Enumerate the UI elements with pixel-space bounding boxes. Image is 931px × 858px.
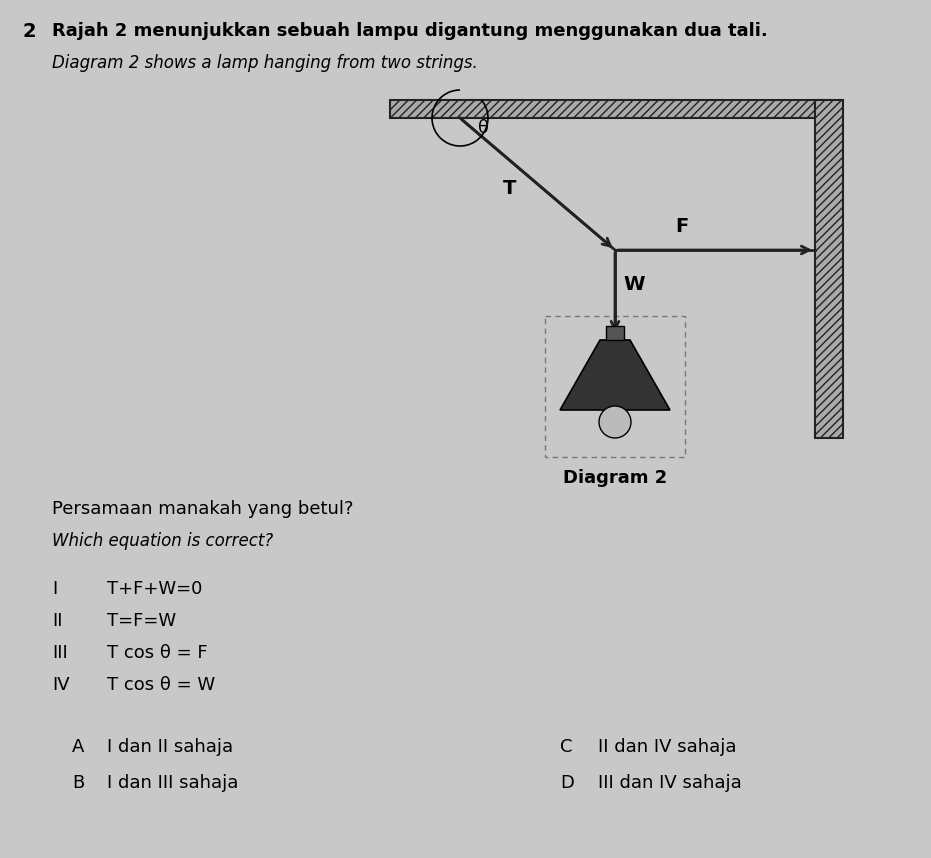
Text: Diagram 2: Diagram 2 xyxy=(563,469,668,487)
Bar xyxy=(606,326,624,340)
Text: B: B xyxy=(72,774,84,792)
Text: II: II xyxy=(52,612,62,630)
Text: A: A xyxy=(72,738,85,756)
Text: T+F+W=0: T+F+W=0 xyxy=(107,580,202,598)
Text: I dan II sahaja: I dan II sahaja xyxy=(107,738,233,756)
Polygon shape xyxy=(560,340,670,410)
Text: Persamaan manakah yang betul?: Persamaan manakah yang betul? xyxy=(52,500,354,518)
Text: T cos θ = W: T cos θ = W xyxy=(107,676,215,694)
Text: Which equation is correct?: Which equation is correct? xyxy=(52,532,274,550)
Text: Rajah 2 menunjukkan sebuah lampu digantung menggunakan dua tali.: Rajah 2 menunjukkan sebuah lampu digantu… xyxy=(52,22,768,40)
Text: F: F xyxy=(675,217,688,236)
Bar xyxy=(815,100,843,438)
Text: II dan IV sahaja: II dan IV sahaja xyxy=(598,738,736,756)
Bar xyxy=(390,100,830,118)
Text: Diagram 2 shows a lamp hanging from two strings.: Diagram 2 shows a lamp hanging from two … xyxy=(52,54,478,72)
Text: D: D xyxy=(560,774,573,792)
Text: I: I xyxy=(52,580,57,598)
Text: T=F=W: T=F=W xyxy=(107,612,176,630)
Text: 2: 2 xyxy=(22,22,35,41)
Text: W: W xyxy=(623,275,644,294)
Text: T: T xyxy=(503,179,516,198)
Text: IV: IV xyxy=(52,676,70,694)
Text: T cos θ = F: T cos θ = F xyxy=(107,644,208,662)
Text: I dan III sahaja: I dan III sahaja xyxy=(107,774,238,792)
Text: θ: θ xyxy=(478,119,489,137)
Text: III dan IV sahaja: III dan IV sahaja xyxy=(598,774,742,792)
Circle shape xyxy=(599,406,631,438)
Text: C: C xyxy=(560,738,573,756)
Text: III: III xyxy=(52,644,68,662)
Bar xyxy=(545,316,685,457)
